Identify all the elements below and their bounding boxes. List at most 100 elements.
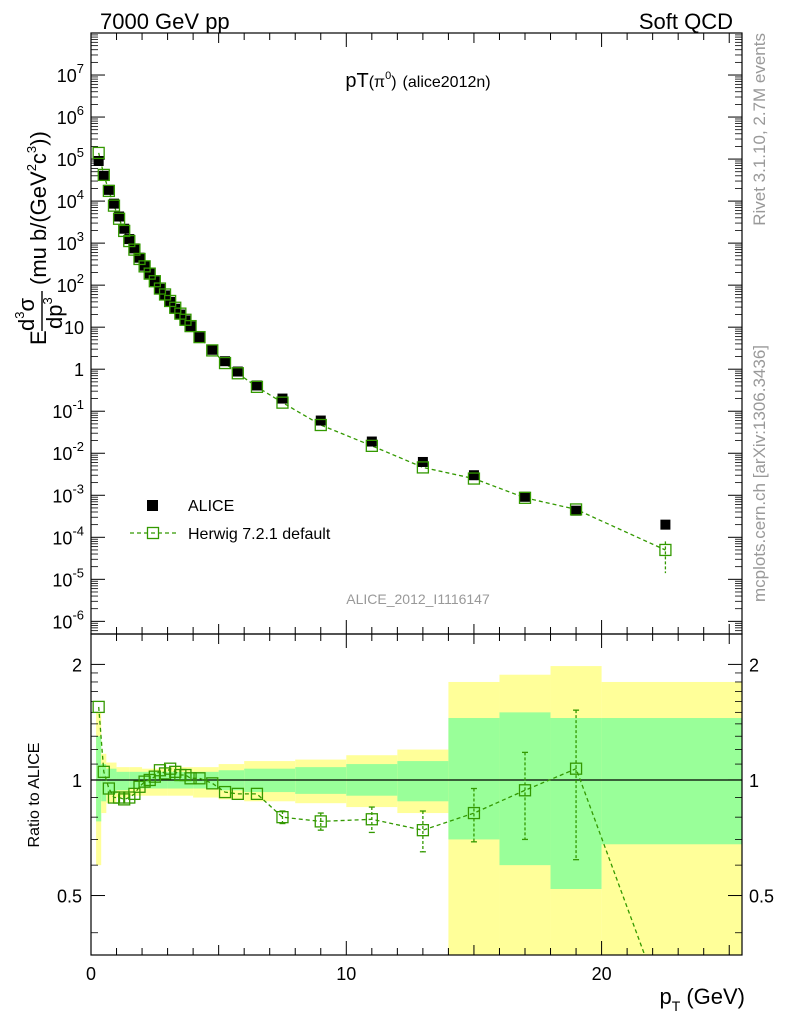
ratio-mc-point	[218, 785, 232, 799]
alice-point	[207, 344, 218, 355]
ratio-band-green	[96, 736, 102, 822]
mc-point	[92, 146, 105, 160]
main-plot-title: pT(π0) (alice2012n)	[345, 70, 490, 92]
alice-point	[220, 356, 231, 367]
main-ytick-label: 102	[57, 271, 84, 296]
ratio-axes: 2 2 1 1 0.5 0.5 0 10 20	[57, 633, 774, 984]
header-energy-label: 7000 GeV pp	[100, 9, 230, 34]
mc-point	[250, 380, 264, 394]
ratio-xtick-label: 10	[336, 964, 356, 984]
alice-point	[103, 184, 114, 195]
alice-point	[315, 415, 326, 426]
mc-point	[206, 344, 219, 357]
mc-point	[193, 330, 206, 344]
mc-point	[569, 503, 583, 516]
main-ytick-label: 10-1	[52, 397, 84, 422]
y-title-denominator: dp3	[40, 297, 67, 329]
mc-point	[97, 168, 110, 182]
ratio-band-green	[550, 718, 602, 889]
legend-marker-alice	[147, 500, 158, 511]
ratio-ytick-label-right: 2	[749, 655, 759, 675]
alice-point	[277, 393, 288, 404]
main-ytick-label: 10-6	[52, 607, 84, 632]
alice-point	[129, 243, 140, 254]
legend-label-alice: ALICE	[188, 498, 234, 515]
ratio-frame	[90, 633, 743, 956]
ratio-xtick-label: 20	[592, 964, 612, 984]
mc-point	[231, 367, 244, 380]
mcplots-label: mcplots.cern.ch [arXiv:1306.3436]	[750, 345, 769, 602]
ratio-mc-point	[365, 813, 378, 826]
alice-point	[468, 470, 479, 481]
main-ytick-label: 10-2	[52, 439, 84, 464]
ratio-data	[92, 700, 646, 956]
ratio-bands	[91, 666, 742, 955]
mc-point	[184, 319, 197, 333]
y-title-units: (mu b/(GeV2c3))	[24, 131, 51, 285]
alice-point	[232, 366, 243, 377]
legend: ALICE Herwig 7.2.1 default	[130, 498, 331, 543]
alice-point	[185, 321, 196, 332]
ratio-mc-point	[206, 777, 219, 790]
ratio-band-green	[601, 718, 742, 845]
ratio-band-green	[397, 761, 449, 802]
main-ytick-label: 105	[57, 145, 84, 170]
alice-point	[660, 519, 671, 530]
x-axis-title: pT (GeV)	[660, 984, 746, 1014]
ratio-mc-point	[518, 784, 532, 797]
legend-label-herwig: Herwig 7.2.1 default	[188, 526, 331, 543]
mc-point	[365, 439, 378, 452]
ratio-mc-point	[184, 772, 197, 785]
ratio-ytick-label: 2	[72, 655, 82, 675]
mc-point	[416, 461, 430, 474]
main-ytick-label: 10-5	[52, 565, 84, 590]
ratio-mc-point	[569, 762, 583, 775]
mc-point	[218, 356, 232, 370]
ratio-mc-point	[276, 811, 289, 824]
rivet-version-label: Rivet 3.1.10, 2.7M events	[750, 33, 769, 226]
ratio-xtick-label: 0	[86, 964, 96, 984]
mc-point	[314, 418, 327, 432]
main-ytick-label: 10-4	[52, 523, 84, 548]
alice-point	[251, 380, 262, 391]
main-ytick-label: 104	[57, 187, 84, 212]
alice-point	[98, 170, 109, 181]
ratio-y-axis-title: Ratio to ALICE	[26, 743, 43, 848]
main-ytick-label: 106	[57, 103, 84, 128]
main-ytick-label: 103	[57, 229, 84, 254]
ratio-mc-point	[193, 772, 206, 785]
alice-point	[119, 223, 130, 234]
mc-point	[276, 396, 289, 409]
ratio-band-green	[116, 771, 130, 791]
ratio-mc-point	[92, 700, 105, 714]
alice-point	[144, 268, 155, 279]
alice-point	[124, 234, 135, 245]
main-ytick-label: 1	[74, 360, 84, 380]
ratio-ytick-label: 0.5	[57, 887, 82, 907]
ratio-mc-point	[314, 815, 327, 828]
ratio-band-green	[106, 768, 117, 794]
main-data	[92, 146, 672, 574]
ratio-mc-point	[416, 824, 430, 837]
header-process-label: Soft QCD	[639, 9, 733, 34]
y-title-E: E	[26, 330, 51, 345]
ratio-ytick-label-right: 1	[749, 771, 759, 791]
alice-point	[139, 260, 150, 271]
main-ytick-label: 10-3	[52, 481, 84, 506]
ratio-mc-point	[231, 787, 244, 801]
analysis-tag: ALICE_2012_I1116147	[346, 591, 490, 607]
mc-point	[102, 184, 116, 198]
mc-series-line	[98, 152, 666, 551]
alice-point	[520, 491, 530, 502]
alice-point	[114, 211, 125, 222]
alice-point	[194, 332, 205, 343]
ratio-mc-point	[250, 787, 264, 801]
alice-point	[571, 505, 582, 516]
mc-point	[518, 491, 532, 504]
ratio-mc-point	[97, 765, 110, 778]
alice-point	[366, 436, 377, 447]
mc-point	[112, 212, 126, 225]
ratio-ytick-label: 1	[72, 771, 82, 791]
legend-marker-herwig	[146, 526, 160, 540]
